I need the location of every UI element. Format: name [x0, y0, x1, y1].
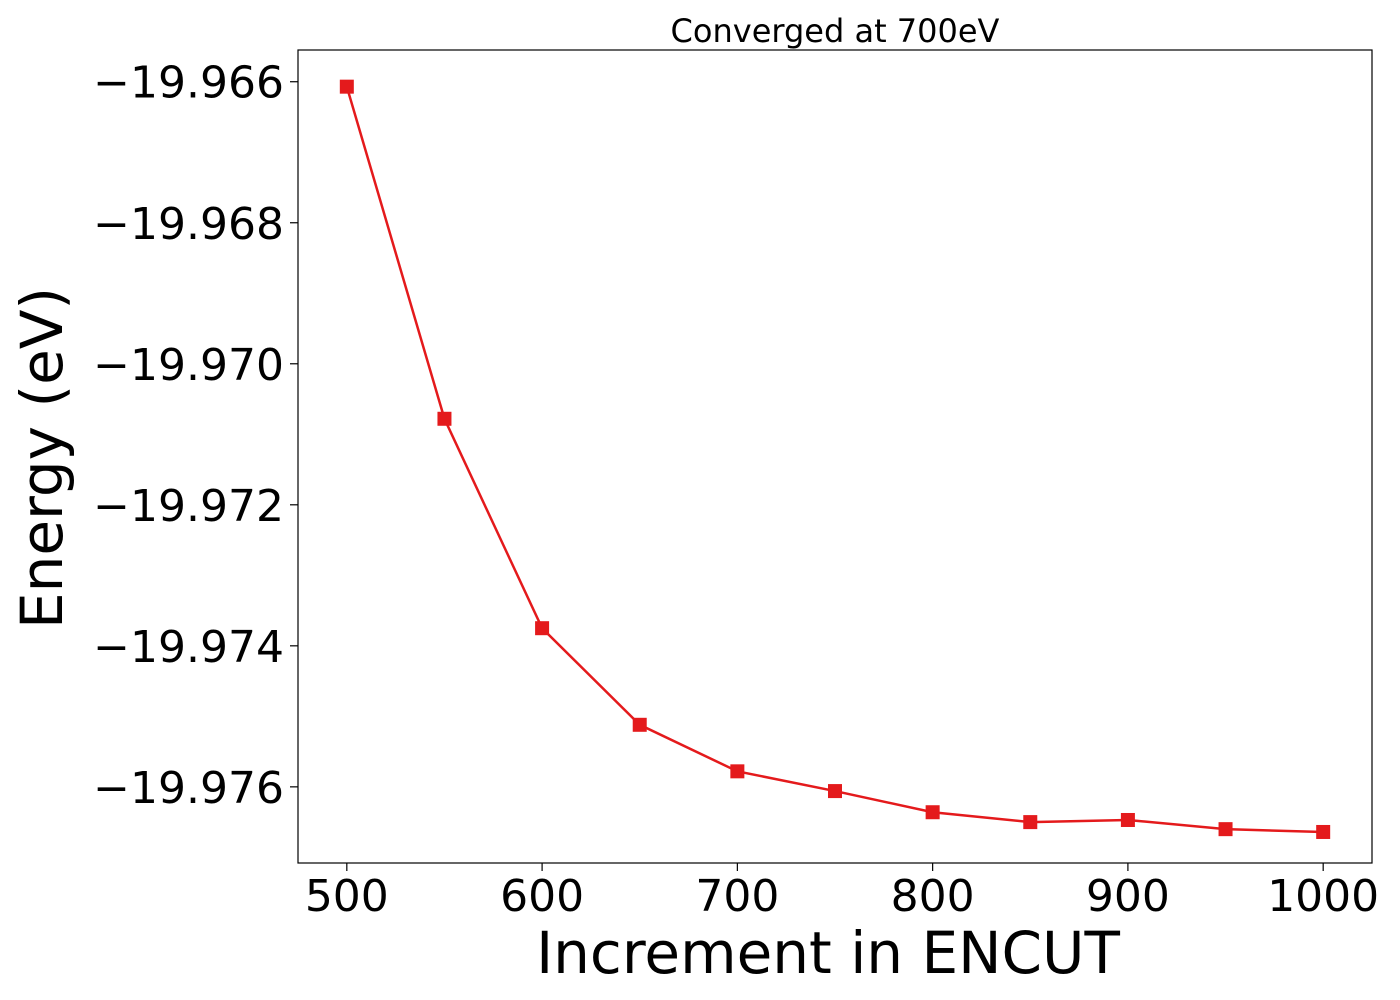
x-tick-label: 1000 — [1267, 871, 1379, 922]
data-point-marker — [828, 784, 842, 799]
x-axis-label: Increment in ENCUT — [536, 919, 1120, 987]
y-tick-label: −19.970 — [93, 340, 284, 391]
data-point-marker — [1023, 815, 1038, 830]
data-point-marker — [1120, 812, 1135, 827]
data-point-marker — [437, 411, 452, 426]
x-tick-label: 800 — [891, 871, 975, 922]
y-tick-label: −19.972 — [93, 481, 284, 532]
plot-frame — [297, 49, 1373, 864]
data-point-marker — [1316, 824, 1331, 839]
y-tick-label: −19.974 — [93, 622, 284, 673]
chart-title: Converged at 700eV — [671, 12, 1000, 50]
x-tick-label: 700 — [695, 871, 779, 922]
x-tick-label: 500 — [305, 871, 389, 922]
y-tick-label: −19.966 — [93, 58, 284, 109]
y-tick-label: −19.976 — [93, 763, 284, 814]
y-axis-label: Energy (eV) — [8, 287, 76, 629]
series-line — [345, 86, 1324, 834]
x-tick-label: 900 — [1086, 871, 1170, 922]
y-tick-label: −19.968 — [93, 199, 284, 250]
x-tick-label: 600 — [500, 871, 584, 922]
data-point-marker — [1218, 822, 1233, 837]
data-point-marker — [632, 717, 647, 732]
data-point-marker — [339, 79, 354, 94]
data-point-marker — [730, 764, 745, 779]
data-point-marker — [925, 805, 940, 820]
data-point-marker — [535, 621, 550, 636]
